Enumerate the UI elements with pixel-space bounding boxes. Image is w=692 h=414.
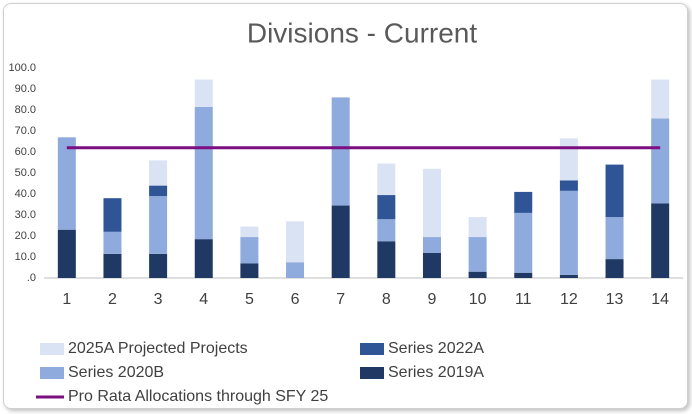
legend-label: Series 2022A: [388, 340, 484, 357]
bar-segment: [194, 79, 213, 107]
bar-segment: [514, 191, 533, 213]
bar-segment: [286, 221, 305, 263]
bar-segment: [514, 272, 533, 278]
y-tick-label: 70.0: [15, 125, 36, 137]
y-tick-label: .0: [27, 272, 36, 284]
legend-label: Series 2020B: [68, 364, 164, 381]
x-tick-label: 12: [560, 291, 578, 308]
x-tick-label: 4: [199, 291, 208, 308]
legend-swatch: [360, 343, 384, 355]
legend-label: 2025A Projected Projects: [68, 340, 248, 357]
bar-segment: [651, 203, 670, 278]
bar-segment: [194, 106, 213, 240]
chart-title: Divisions - Current: [247, 17, 477, 48]
bar-segment: [103, 231, 122, 254]
bar-segment: [468, 237, 487, 272]
bar-segment: [559, 138, 578, 181]
bar-segment: [422, 237, 441, 253]
bar-segment: [331, 97, 350, 206]
bar-segment: [468, 271, 487, 278]
bar-segment: [149, 160, 168, 186]
x-tick-label: 7: [336, 291, 345, 308]
x-tick-label: 1: [62, 291, 71, 308]
x-tick-label: 9: [428, 291, 437, 308]
legend-label: Pro Rata Allocations through SFY 25: [68, 388, 328, 405]
bar-segment: [194, 239, 213, 278]
bar-segment: [422, 252, 441, 278]
x-tick-label: 5: [245, 291, 254, 308]
x-tick-label: 2: [108, 291, 117, 308]
bar-segment: [103, 253, 122, 278]
bar-segment: [559, 180, 578, 191]
y-tick-label: 60.0: [15, 146, 36, 158]
x-tick-label: 14: [651, 291, 669, 308]
bar-segment: [559, 190, 578, 275]
bar-segment: [377, 195, 396, 220]
bar-segment: [559, 274, 578, 278]
bar-segment: [651, 118, 670, 204]
bar-segment: [149, 196, 168, 254]
bar-segment: [468, 217, 487, 238]
bar-segment: [605, 164, 624, 218]
bar-segment: [240, 237, 259, 264]
legend-swatch: [40, 343, 64, 355]
bar-segment: [149, 253, 168, 278]
bar-segment: [377, 219, 396, 242]
legend-swatch: [40, 367, 64, 379]
bar-segment: [57, 137, 76, 230]
bar-segment: [103, 198, 122, 232]
y-tick-label: 50.0: [15, 167, 36, 179]
y-tick-label: 100.0: [8, 62, 36, 74]
y-tick-label: 40.0: [15, 188, 36, 200]
x-tick-label: 11: [515, 291, 532, 308]
x-tick-label: 10: [469, 291, 487, 308]
bar-segment: [331, 205, 350, 278]
bar-segment: [57, 229, 76, 278]
bar-segment: [514, 212, 533, 273]
legend-swatch: [360, 367, 384, 379]
legend-label: Series 2019A: [388, 364, 484, 381]
bar-segment: [377, 241, 396, 278]
y-tick-label: 90.0: [15, 83, 36, 95]
bar-segment: [286, 262, 305, 278]
bar-segment: [377, 163, 396, 196]
bar-segment: [149, 185, 168, 197]
bar-segment: [240, 226, 259, 238]
x-tick-label: 3: [154, 291, 163, 308]
x-tick-label: 6: [291, 291, 300, 308]
bar-segment: [240, 263, 259, 278]
bar-segment: [422, 168, 441, 238]
y-tick-label: 80.0: [15, 104, 36, 116]
x-tick-label: 8: [382, 291, 391, 308]
bar-segment: [651, 79, 670, 119]
bar-segment: [605, 217, 624, 260]
y-tick-label: 20.0: [15, 230, 36, 242]
x-tick-label: 13: [606, 291, 624, 308]
bar-segment: [605, 259, 624, 278]
y-tick-label: 10.0: [15, 251, 36, 263]
y-tick-label: 30.0: [15, 209, 36, 221]
